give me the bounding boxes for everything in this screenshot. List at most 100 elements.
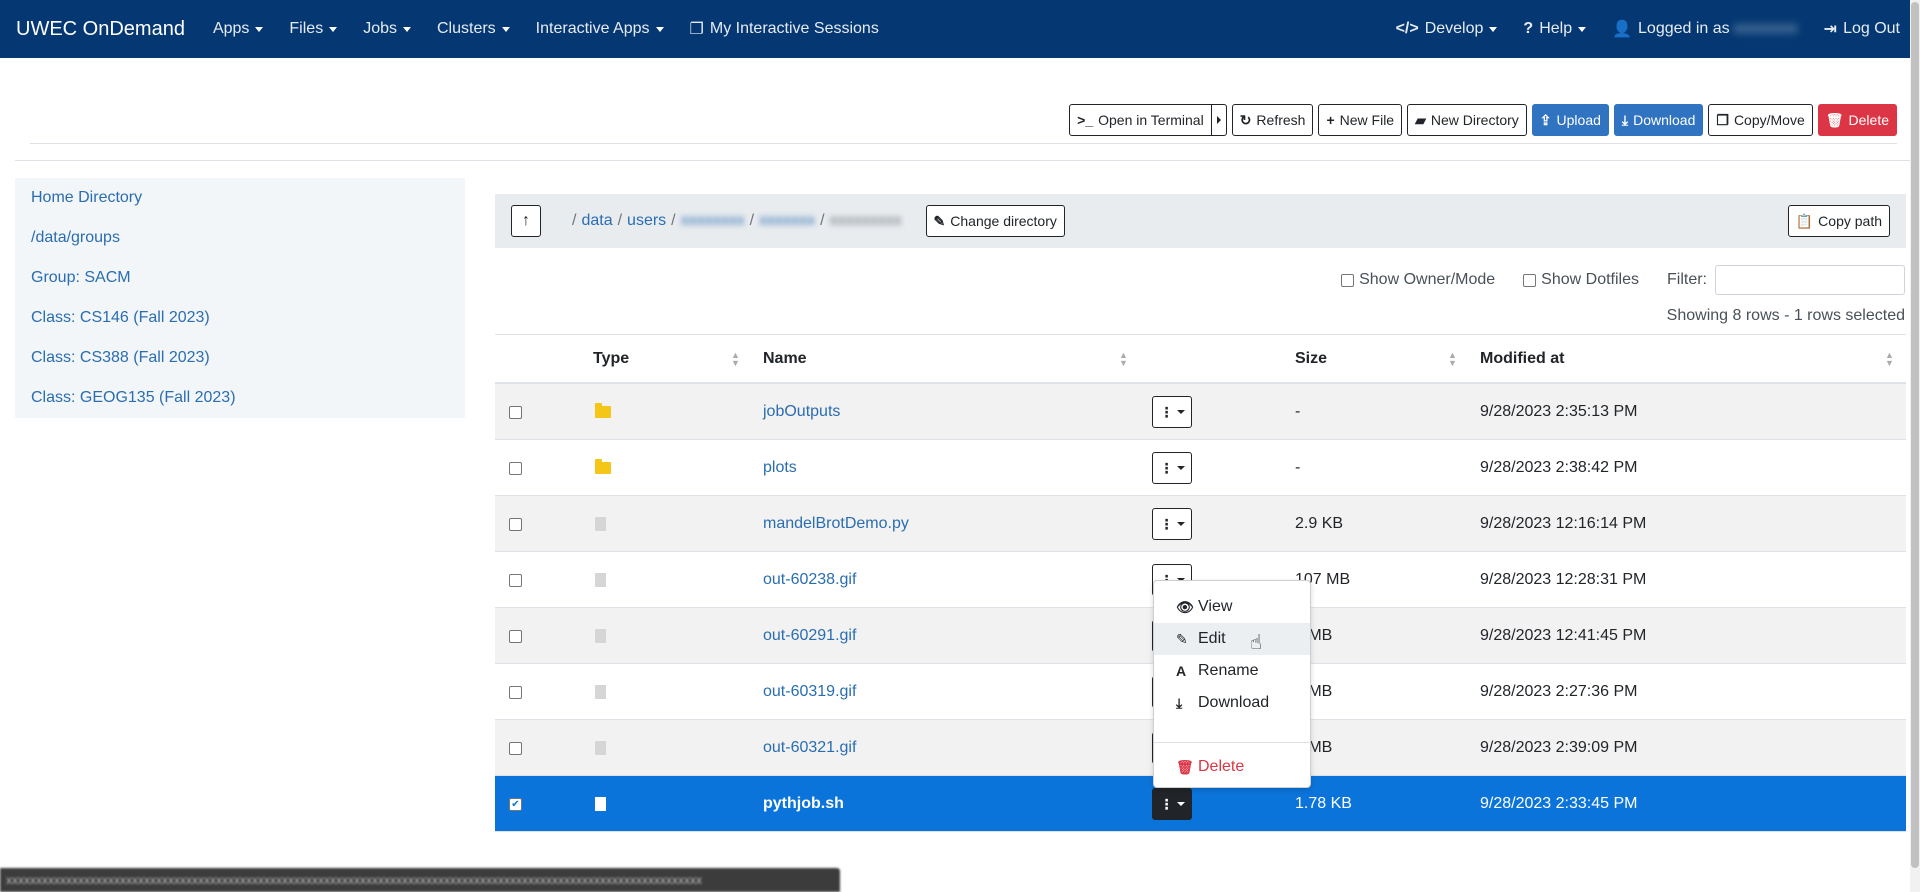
sidebar-item-group-sacm[interactable]: Group: SACM [31, 269, 131, 286]
row-select-checkbox[interactable] [509, 629, 522, 643]
row-actions-button[interactable]: ⋮ [1152, 788, 1192, 820]
row-select-checkbox[interactable] [509, 405, 522, 419]
menu-item-download[interactable]: ⤓ Download [1154, 687, 1310, 719]
file-icon [595, 517, 606, 531]
row-select-checkbox[interactable] [509, 573, 522, 587]
nav-my-sessions-label: My Interactive Sessions [709, 20, 879, 37]
file-name-link[interactable]: jobOutputs [763, 403, 841, 420]
breadcrumb-folder-redacted[interactable]: xxxxxxx [759, 212, 816, 229]
nav-interactive-apps[interactable]: Interactive Apps [536, 20, 664, 38]
file-name-link[interactable]: out-60238.gif [763, 571, 857, 588]
row-actions-button[interactable]: ⋮ [1152, 508, 1192, 540]
copy-path-button[interactable]: 📋 Copy path [1787, 205, 1890, 237]
nav-clusters[interactable]: Clusters [437, 20, 510, 38]
code-icon: </> [1395, 20, 1419, 37]
row-actions-button[interactable]: ⋮ [1152, 452, 1192, 484]
column-size[interactable]: Size [1295, 349, 1328, 367]
delete-button[interactable]: 🗑 Delete [1817, 104, 1897, 136]
file-name-link[interactable]: out-60291.gif [763, 627, 857, 644]
modified-cell: 9/28/2023 2:38:42 PM [1480, 459, 1638, 476]
upload-button[interactable]: ⇪ Upload [1531, 104, 1609, 136]
plus-icon: + [1326, 112, 1335, 128]
sidebar-item-data-groups[interactable]: /data/groups [31, 229, 120, 246]
nav-files[interactable]: Files [289, 20, 338, 38]
type-cell [595, 496, 606, 552]
nav-apps[interactable]: Apps [213, 20, 264, 38]
row-select-checkbox[interactable] [509, 685, 522, 699]
row-select-checkbox[interactable] [509, 741, 522, 755]
breadcrumb-data[interactable]: data [581, 212, 613, 229]
show-dotfiles-checkbox[interactable] [1523, 273, 1537, 287]
nav-clusters-label: Clusters [436, 20, 496, 37]
file-name-link[interactable]: mandelBrotDemo.py [763, 515, 909, 532]
chevron-down-icon [402, 26, 411, 32]
table-row[interactable]: jobOutputs ⋮ - 9/28/2023 2:35:13 PM [495, 384, 1906, 440]
chevron-down-icon [1176, 466, 1185, 470]
breadcrumb-root[interactable]: / [572, 212, 577, 229]
brand-link[interactable]: UWEC OnDemand [16, 17, 185, 40]
file-name-link[interactable]: pythjob.sh [763, 795, 844, 812]
nav-help[interactable]: ? Help [1523, 20, 1587, 38]
copy-move-button[interactable]: ❐ Copy/Move [1708, 104, 1813, 136]
breadcrumb-users[interactable]: users [627, 212, 667, 229]
chevron-down-icon [1176, 802, 1185, 806]
breadcrumb-user-redacted[interactable]: xxxxxxxx [680, 212, 745, 229]
row-select-cell [509, 384, 522, 440]
nav-jobs[interactable]: Jobs [363, 20, 411, 38]
menu-item-delete[interactable]: 🗑 Delete [1154, 751, 1310, 783]
sidebar-item-home[interactable]: Home Directory [31, 189, 143, 206]
row-select-checkbox[interactable] [509, 517, 522, 531]
nav-develop-label: Develop [1424, 20, 1484, 37]
row-select-checkbox[interactable] [509, 461, 522, 475]
scrollbar-thumb[interactable] [1911, 2, 1919, 868]
download-label: Download [1633, 112, 1696, 128]
name-cell: plots [763, 440, 797, 496]
menu-item-rename-label: Rename [1198, 662, 1259, 679]
show-owner-mode-checkbox[interactable] [1341, 273, 1355, 287]
file-name-link[interactable]: out-60321.gif [763, 739, 857, 756]
show-dotfiles-toggle[interactable]: Show Dotfiles [1523, 271, 1639, 289]
file-toolbar: >_ Open in Terminal ↻ Refresh + New File ▰ N… [1064, 104, 1897, 136]
name-cell: out-60238.gif [763, 552, 856, 608]
new-directory-button[interactable]: ▰ New Directory [1407, 104, 1527, 136]
column-type[interactable]: Type [593, 349, 630, 367]
file-name-link[interactable]: plots [763, 459, 797, 476]
table-header: Type ▲ ▼ Name ▲ ▼ Size ▲ ▼ Modified at ▲ ▼ [495, 334, 1906, 384]
delete-label: Delete [1848, 112, 1889, 128]
sidebar-item-cs388[interactable]: Class: CS388 (Fall 2023) [31, 349, 210, 366]
logout-link[interactable]: ⇥ Log Out [1824, 19, 1900, 39]
table-row[interactable]: mandelBrotDemo.py ⋮ 2.9 KB 9/28/2023 12:16:… [495, 496, 1906, 552]
file-name-link[interactable]: out-60319.gif [763, 683, 857, 700]
row-select-checkbox[interactable]: ✔ [509, 797, 522, 811]
terminal-options-toggle[interactable] [1210, 104, 1227, 136]
size-cell: - [1295, 459, 1301, 476]
sidebar-item-cs146[interactable]: Class: CS146 (Fall 2023) [31, 309, 210, 326]
page-scrollbar[interactable] [1910, 0, 1920, 892]
ellipsis-vertical-icon: ⋮ [1159, 403, 1174, 420]
sidebar-item-geog135[interactable]: Class: GEOG135 (Fall 2023) [31, 389, 236, 406]
file-icon [595, 685, 606, 699]
nav-develop[interactable]: </> Develop [1396, 20, 1498, 38]
column-name[interactable]: Name [763, 349, 807, 367]
chevron-down-icon [1176, 522, 1185, 526]
menu-item-view[interactable]: 👁 View [1154, 591, 1310, 623]
parent-directory-button[interactable]: ↑ [511, 205, 541, 237]
menu-item-edit[interactable]: ✎ Edit [1154, 623, 1310, 655]
open-terminal-button[interactable]: >_ Open in Terminal [1069, 104, 1212, 136]
filter-input[interactable] [1715, 265, 1905, 295]
show-owner-mode-toggle[interactable]: Show Owner/Mode [1341, 271, 1495, 289]
table-row[interactable]: ✔ pythjob.sh ⋮ 1.78 KB 9/28/2023 2:33:45 PM [495, 776, 1906, 832]
download-button[interactable]: ⤓ Download [1613, 104, 1704, 136]
column-modified[interactable]: Modified at [1480, 349, 1565, 367]
content-divider [15, 160, 1914, 161]
menu-item-download-label: Download [1198, 694, 1270, 711]
table-row[interactable]: plots ⋮ - 9/28/2023 2:38:42 PM [495, 440, 1906, 496]
modified-cell: 9/28/2023 2:39:09 PM [1480, 739, 1638, 756]
new-file-button[interactable]: + New File [1318, 104, 1403, 136]
menu-item-rename[interactable]: A Rename [1154, 655, 1310, 687]
nav-my-sessions[interactable]: ❐ My Interactive Sessions [690, 19, 879, 39]
refresh-button[interactable]: ↻ Refresh [1231, 104, 1314, 136]
change-directory-button[interactable]: ✎ Change directory [925, 205, 1065, 237]
row-actions-button[interactable]: ⋮ [1152, 396, 1192, 428]
copy-path-label: Copy path [1818, 213, 1882, 229]
